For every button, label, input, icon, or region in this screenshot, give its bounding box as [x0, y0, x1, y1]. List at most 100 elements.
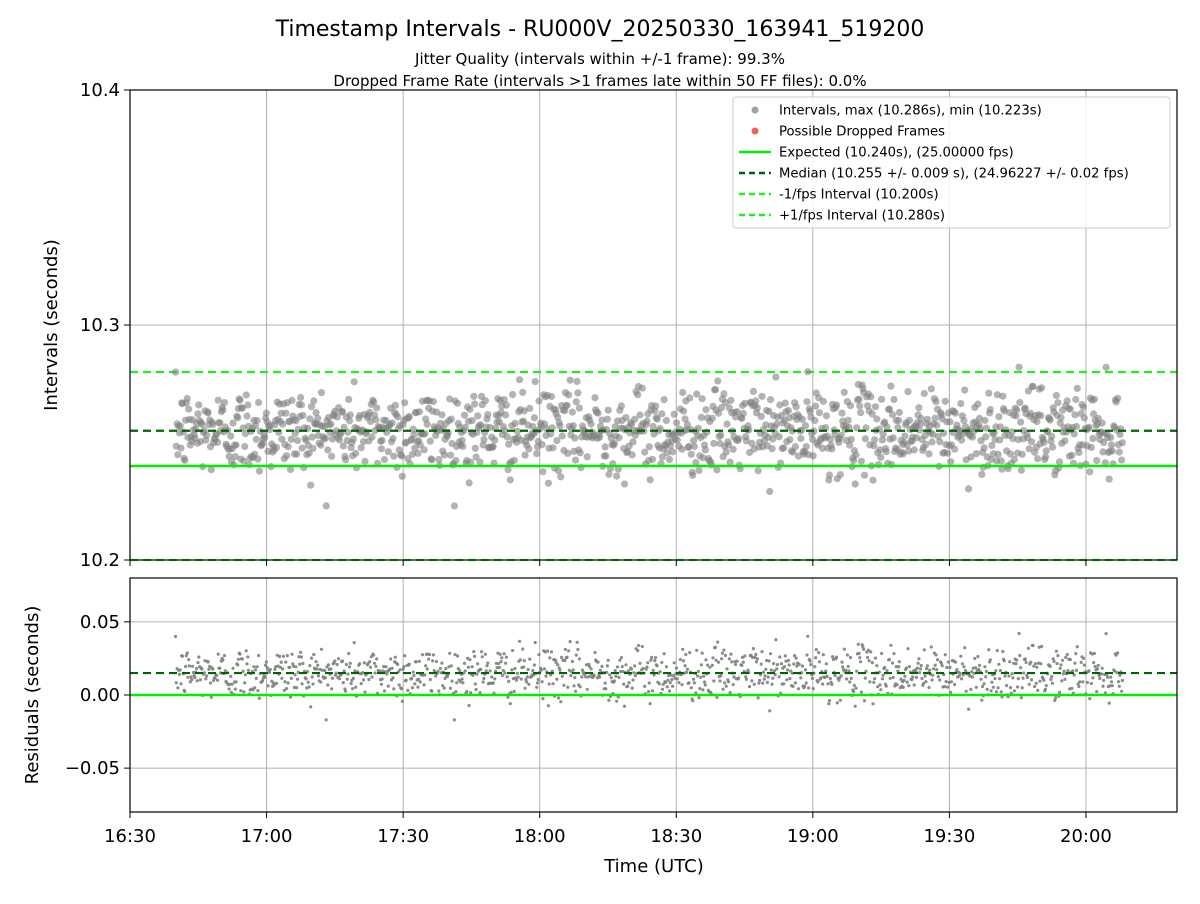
- residual-point: [352, 641, 356, 645]
- residual-point: [959, 654, 963, 658]
- residual-point: [740, 655, 745, 660]
- residual-point: [575, 640, 579, 645]
- interval-point: [1037, 412, 1045, 420]
- residual-point: [1109, 680, 1114, 684]
- residual-point: [544, 674, 548, 678]
- residual-point: [563, 647, 568, 652]
- interval-point: [876, 446, 884, 454]
- residual-point: [768, 652, 773, 656]
- interval-point: [394, 413, 402, 421]
- interval-point: [309, 444, 317, 452]
- residual-point: [370, 675, 374, 679]
- interval-point: [643, 417, 651, 425]
- residual-point: [546, 704, 551, 708]
- residual-point: [598, 675, 602, 679]
- residual-point: [598, 668, 603, 672]
- interval-point: [1101, 459, 1109, 467]
- residual-point: [862, 699, 867, 703]
- residual-point: [841, 665, 845, 669]
- residual-point: [556, 663, 560, 667]
- residual-point: [1026, 675, 1030, 680]
- residual-point: [176, 686, 180, 690]
- residual-point: [809, 663, 813, 667]
- residual-point: [1008, 686, 1013, 690]
- residual-point: [1050, 681, 1055, 685]
- residual-point: [991, 685, 996, 689]
- interval-point: [679, 407, 688, 415]
- residual-point: [1079, 660, 1083, 665]
- residual-point: [755, 657, 759, 661]
- legend-box: [732, 96, 1171, 229]
- residual-point: [228, 682, 232, 686]
- x-tick-label: 16:30: [104, 826, 156, 847]
- interval-point: [652, 402, 660, 410]
- residual-point: [373, 671, 377, 675]
- residual-point: [288, 665, 292, 669]
- residual-point: [1108, 684, 1112, 688]
- residual-point: [434, 659, 439, 664]
- residual-point: [629, 667, 634, 671]
- interval-point: [885, 405, 894, 413]
- residual-point: [757, 681, 761, 685]
- interval-point: [410, 431, 418, 439]
- interval-point: [255, 398, 263, 407]
- interval-point: [815, 409, 824, 417]
- residual-point: [844, 668, 848, 672]
- residual-point: [448, 686, 453, 690]
- residual-point: [216, 652, 220, 656]
- x-tick-label: 20:00: [1060, 826, 1112, 847]
- bottom-ytick-label: −0.05: [65, 758, 120, 779]
- interval-point: [941, 397, 949, 405]
- residual-point: [382, 689, 387, 693]
- interval-point: [388, 419, 396, 427]
- interval-point: [227, 432, 235, 440]
- residual-point: [880, 677, 885, 681]
- residual-point: [810, 676, 815, 681]
- residual-point: [1104, 632, 1108, 636]
- residual-point: [1008, 660, 1012, 664]
- interval-point: [511, 419, 519, 427]
- residual-point: [641, 666, 645, 671]
- residual-point: [905, 680, 909, 684]
- residual-point: [1098, 676, 1102, 681]
- residual-point: [406, 688, 410, 693]
- x-tick-label: 19:30: [923, 826, 975, 847]
- residual-point: [474, 687, 478, 692]
- residual-point: [793, 654, 797, 658]
- interval-point: [974, 400, 982, 408]
- interval-point: [714, 377, 722, 385]
- residual-point: [804, 681, 808, 685]
- residual-point: [427, 657, 431, 661]
- residual-point: [863, 676, 867, 680]
- residual-point: [1040, 644, 1044, 649]
- residual-point: [311, 682, 315, 686]
- interval-point: [757, 412, 765, 420]
- residual-point: [1034, 681, 1038, 685]
- residual-point: [319, 680, 323, 684]
- residual-point: [362, 661, 366, 665]
- interval-point: [284, 443, 292, 451]
- interval-point: [1063, 397, 1071, 405]
- residual-point: [1001, 649, 1005, 654]
- residual-point: [290, 652, 294, 656]
- interval-point: [521, 451, 529, 459]
- residual-point: [393, 655, 397, 659]
- residual-point: [727, 680, 731, 684]
- residual-point: [398, 668, 402, 672]
- residual-point: [528, 657, 532, 661]
- residual-point: [846, 664, 850, 669]
- interval-point: [826, 435, 834, 444]
- residual-point: [695, 674, 700, 678]
- residual-point: [751, 655, 755, 660]
- residual-point: [621, 669, 625, 674]
- interval-point: [720, 390, 728, 398]
- residual-point: [462, 661, 467, 666]
- interval-point: [446, 395, 454, 403]
- interval-point: [573, 377, 581, 385]
- residual-point: [606, 658, 610, 662]
- interval-point: [1100, 438, 1108, 447]
- residual-point: [873, 656, 878, 660]
- interval-point: [305, 449, 313, 457]
- residual-point: [264, 663, 268, 667]
- interval-point: [819, 444, 827, 452]
